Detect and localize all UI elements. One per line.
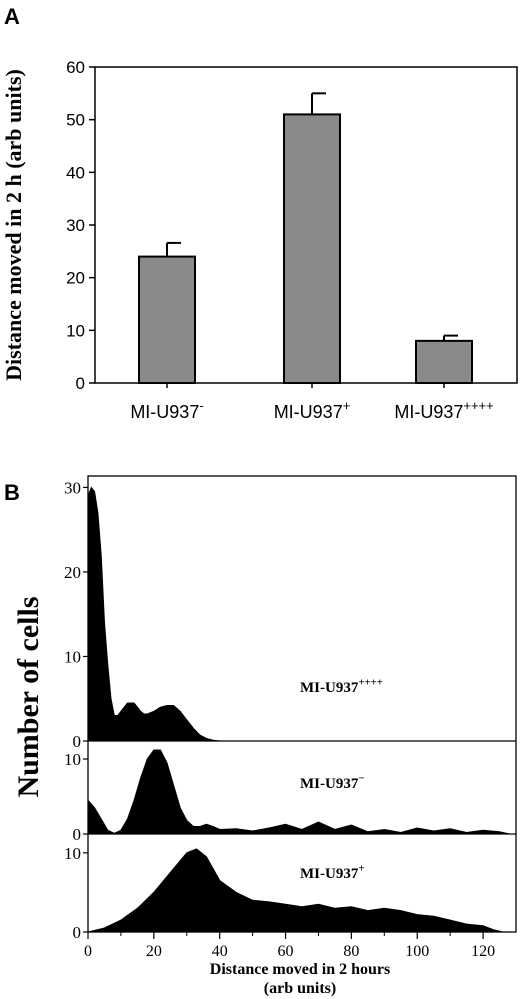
panel-b-ylabel: Number of cells xyxy=(12,596,45,797)
panel-a-ylabel: Distance moved in 2 h (arb units) xyxy=(1,69,26,381)
y-tick-label: 0 xyxy=(73,923,82,942)
y-tick-label: 0 xyxy=(73,732,82,751)
y-tick-label: 30 xyxy=(66,216,85,235)
y-tick-label: 10 xyxy=(64,844,81,863)
panel-b-xlabel-units: (arb units) xyxy=(264,980,336,997)
panel-b-label: B xyxy=(4,480,20,505)
panel-b-plot-frame xyxy=(87,475,517,933)
x-tick-label: 40 xyxy=(212,943,228,960)
panel-a-x-axis: MI-U937- MI-U937+ MI-U937++++ xyxy=(130,383,494,422)
histogram-area xyxy=(87,848,503,933)
histogram-area xyxy=(87,486,516,742)
y-tick-label: 50 xyxy=(66,111,85,130)
x-tick-label: 60 xyxy=(278,943,294,960)
panel-b-xlabel: Distance moved in 2 hours xyxy=(210,961,390,978)
series-label: MI-U937− xyxy=(300,772,364,792)
bar xyxy=(283,113,341,385)
y-tick-label: 0 xyxy=(73,825,82,844)
x-tick-label: MI-U937- xyxy=(130,398,203,422)
y-tick-label: 10 xyxy=(66,321,85,340)
histogram-area xyxy=(87,749,510,835)
x-tick-label: 0 xyxy=(84,943,92,960)
series-label: MI-U937+ xyxy=(300,862,364,882)
x-tick-label: MI-U937+ xyxy=(274,398,351,422)
x-tick-label: 20 xyxy=(146,943,162,960)
panel-a-plot-frame xyxy=(94,66,518,384)
panel-a-label: A xyxy=(4,4,20,29)
svg-text:Number of cells: Number of cells xyxy=(12,596,45,797)
series-label: MI-U937++++ xyxy=(300,676,383,696)
panel-a-y-axis: 0 10 20 30 40 50 60 xyxy=(66,58,95,393)
bar xyxy=(415,339,473,385)
x-tick-label: MI-U937++++ xyxy=(394,398,493,422)
panel-a-bars xyxy=(138,92,473,385)
y-tick-label: 20 xyxy=(66,269,85,288)
bar xyxy=(138,255,196,385)
y-tick-label: 10 xyxy=(64,750,81,769)
y-tick-label: 40 xyxy=(66,163,85,182)
y-tick-label: 0 xyxy=(76,374,85,393)
y-tick-label: 30 xyxy=(64,478,81,497)
x-tick-label: 100 xyxy=(405,943,429,960)
y-tick-label: 60 xyxy=(66,58,85,77)
x-tick-label: 80 xyxy=(343,943,359,960)
y-tick-label: 10 xyxy=(64,647,81,666)
y-tick-label: 20 xyxy=(64,563,81,582)
panel-b-histograms: MI-U937++++ MI-U937− MI-U937+ xyxy=(87,486,516,933)
svg-text:Distance moved in 2 h (arb uni: Distance moved in 2 h (arb units) xyxy=(1,69,26,381)
x-tick-label: 120 xyxy=(471,943,495,960)
